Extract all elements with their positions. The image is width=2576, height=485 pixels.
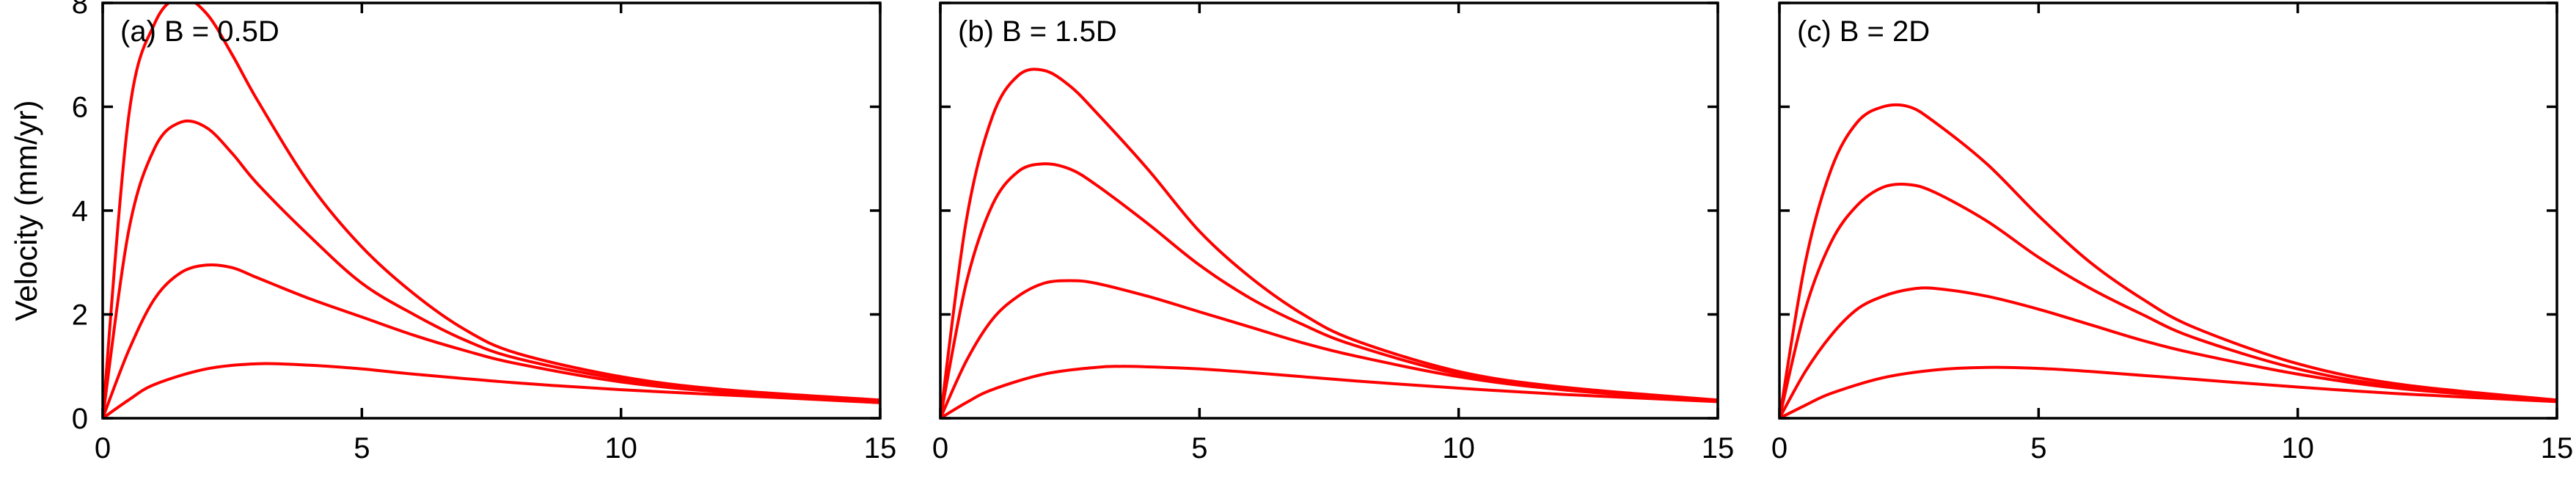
x-tick-label: 0 [95, 432, 111, 464]
series-line-2 [1779, 182, 2557, 418]
series-line-3 [103, 263, 880, 418]
series-line-4 [940, 365, 1718, 418]
series-line-2 [940, 162, 1718, 418]
x-tick-label: 15 [864, 432, 897, 464]
series-line-1 [940, 68, 1718, 418]
x-tick-label: 10 [2281, 432, 2314, 464]
x-tick-label: 5 [354, 432, 370, 464]
y-tick-label: 0 [72, 403, 88, 435]
panels: 0 5 10 15 0 2 4 6 8 (a) B = 0.5D 0 5 10 15 (b) B = 1.5… [72, 0, 2574, 464]
series-line-3 [940, 279, 1718, 418]
plot-frame [1778, 1, 2558, 420]
series-line-1 [103, 3, 880, 418]
panel-annotation: (a) B = 0.5D [120, 15, 279, 48]
series-line-4 [1779, 365, 2557, 418]
series-line-4 [103, 362, 880, 418]
y-tick-label: 6 [72, 92, 88, 124]
x-tick-label: 5 [1191, 432, 1207, 464]
series-line-2 [103, 119, 880, 418]
chart-panel-3: 0 5 10 15 (c) B = 2D [1771, 1, 2574, 464]
x-tick-label: 0 [1771, 432, 1788, 464]
chart-panel-1: 0 5 10 15 0 2 4 6 8 (a) B = 0.5D [72, 0, 897, 464]
x-tick-label: 10 [1442, 432, 1475, 464]
panel-annotation: (c) B = 2D [1797, 15, 1930, 48]
series-line-3 [1779, 286, 2557, 418]
x-tick-label: 5 [2030, 432, 2046, 464]
plot-frame [101, 1, 882, 420]
x-tick-label: 10 [604, 432, 637, 464]
x-tick-label: 15 [1702, 432, 1735, 464]
y-tick-label: 2 [72, 299, 88, 332]
x-tick-label: 0 [932, 432, 948, 464]
y-tick-label: 4 [72, 195, 88, 227]
series-line-1 [1779, 103, 2557, 418]
x-tick-label: 15 [2541, 432, 2574, 464]
y-tick-label: 8 [72, 0, 88, 20]
plot-frame [939, 1, 1719, 420]
panel-annotation: (b) B = 1.5D [958, 15, 1117, 48]
y-axis-label: Velocity (mm/yr) [9, 100, 43, 321]
chart-panel-2: 0 5 10 15 (b) B = 1.5D [932, 1, 1735, 464]
